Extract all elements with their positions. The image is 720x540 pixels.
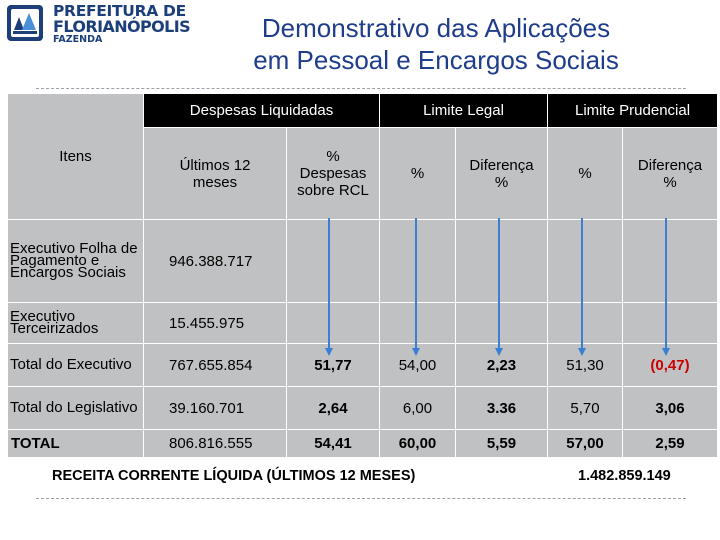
header-itens: Itens [7,93,144,220]
row-prud-dif [622,219,719,303]
table-row: Total do Legislativo 39.160.701 2,64 6,0… [7,386,719,430]
row-legal-pct: 54,00 [379,343,456,387]
row-legal-pct: 60,00 [379,429,456,458]
header-pct-despesas: % Despesas sobre RCL [286,127,380,220]
table-row: Executivo Terceirizados 15.455.975 [7,302,719,344]
row-item: Executivo Terceirizados [7,302,144,344]
row-prud-pct: 57,00 [547,429,624,458]
row-ultimos12: 15.455.975 [143,302,287,344]
page-title: Demonstrativo das Aplicações em Pessoal … [190,12,682,76]
header-limite-legal: Limite Legal [378,93,549,128]
table-row: Total do Executivo 767.655.854 51,77 54,… [7,343,719,387]
bottom-divider [36,498,686,499]
row-prud-dif: (0,47) [622,343,719,387]
header-legal-diferenca: Diferença % [454,127,549,220]
row-prud-dif [622,302,719,344]
row-pct: 51,77 [286,343,380,387]
row-ultimos12: 946.388.717 [143,219,287,303]
title-line2: em Pessoal e Encargos Sociais [253,45,619,75]
header-prudencial-pct: % [547,127,624,220]
prefeitura-logo: PREFEITURA DE FLORIANÓPOLIS FAZENDA [5,2,197,45]
header-legal-pct: % [379,127,456,220]
logo-line1: PREFEITURA DE [53,2,186,20]
header-prudencial-diferenca: Diferença % [622,127,719,220]
row-legal-dif: 5,59 [454,429,549,458]
city-badge-icon [7,5,43,41]
row-pct: 54,41 [286,429,380,458]
row-legal-dif [454,219,549,303]
row-ultimos12: 806.816.555 [143,429,287,458]
logo-line2: FLORIANÓPOLIS [53,17,191,36]
row-prud-pct: 51,30 [547,343,624,387]
row-legal-dif [454,302,549,344]
row-item: Total do Executivo [7,343,144,387]
logo-line3: FAZENDA [53,34,103,45]
row-pct [286,219,380,303]
row-legal-pct [379,302,456,344]
table-row: TOTAL 806.816.555 54,41 60,00 5,59 57,00… [7,429,719,458]
header-limite-prudencial: Limite Prudencial [547,93,719,128]
rcl-label: RECEITA CORRENTE LÍQUIDA (ÚLTIMOS 12 MES… [52,468,416,484]
row-legal-dif: 2,23 [454,343,549,387]
row-prud-dif: 2,59 [622,429,719,458]
row-ultimos12: 767.655.854 [143,343,287,387]
row-item: Executivo Folha de Pagamento e Encargos … [7,219,144,303]
row-pct [286,302,380,344]
row-pct: 2,64 [286,386,380,430]
rcl-value: 1.482.859.149 [578,468,671,484]
row-legal-dif: 3.36 [454,386,549,430]
row-item: Total do Legislativo [7,386,144,430]
row-prud-pct [547,219,624,303]
row-prud-dif: 3,06 [622,386,719,430]
title-line1: Demonstrativo das Aplicações [261,13,611,43]
header-ultimos-12-meses: Últimos 12 meses [143,127,287,220]
row-item: TOTAL [7,429,144,458]
row-prud-pct [547,302,624,344]
table-row: Executivo Folha de Pagamento e Encargos … [7,219,719,303]
row-legal-pct [379,219,456,303]
row-ultimos12: 39.160.701 [143,386,287,430]
header-despesas-liquidadas: Despesas Liquidadas [143,93,380,128]
expenses-table: Itens Despesas Liquidadas Limite Legal L… [7,93,719,458]
row-legal-pct: 6,00 [379,386,456,430]
top-divider [36,88,686,89]
row-prud-pct: 5,70 [547,386,624,430]
